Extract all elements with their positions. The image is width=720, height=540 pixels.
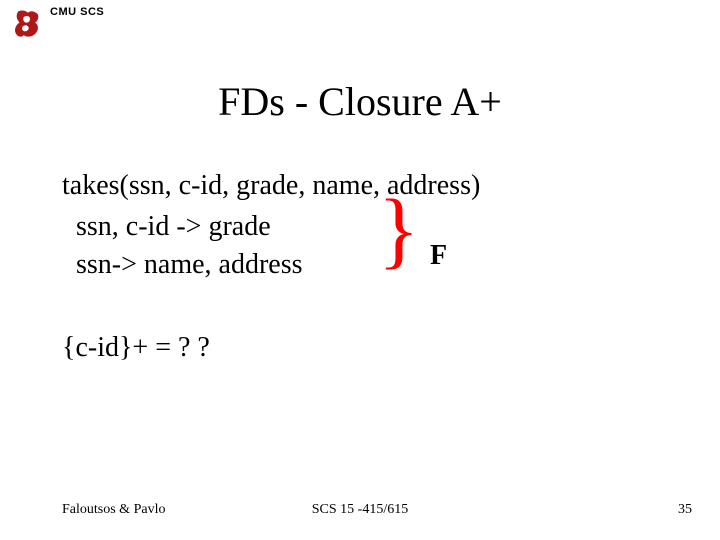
fd-line-2: ssn-> name, address: [76, 246, 662, 284]
fd-lines: ssn, c-id -> grade ssn-> name, address: [62, 208, 662, 284]
footer-page-number: 35: [678, 502, 692, 518]
header-org-text: CMU SCS: [50, 6, 104, 18]
slide-content: takes(ssn, c-id, grade, name, address) s…: [62, 170, 662, 364]
cmu-dragon-logo: [14, 8, 42, 40]
closure-question: {c-id}+ = ? ?: [62, 332, 662, 364]
fd-set-label: F: [430, 240, 447, 272]
relation-schema: takes(ssn, c-id, grade, name, address): [62, 170, 662, 202]
closing-brace: }: [378, 186, 419, 272]
fd-line-1: ssn, c-id -> grade: [76, 208, 662, 246]
slide-header: CMU SCS: [14, 6, 104, 40]
slide-title: FDs - Closure A+: [0, 78, 720, 125]
functional-dependencies-block: ssn, c-id -> grade ssn-> name, address }…: [62, 208, 662, 284]
footer-course: SCS 15 -415/615: [0, 502, 720, 518]
